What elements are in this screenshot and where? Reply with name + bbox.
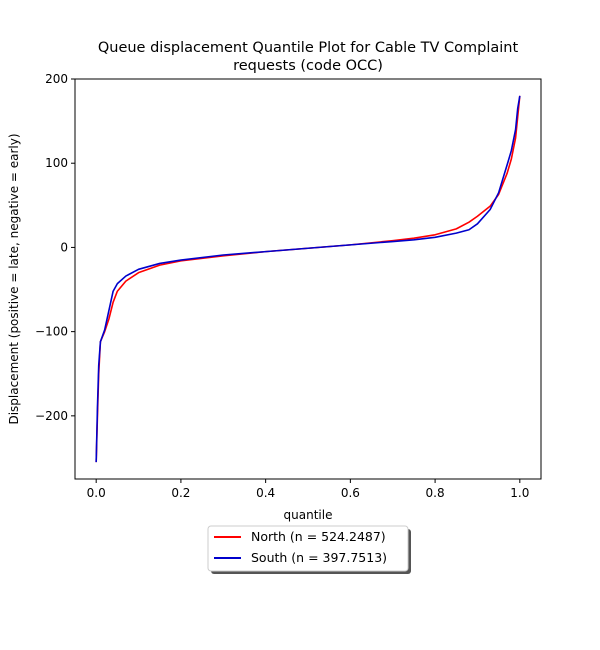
x-tick-label: 0.0	[87, 486, 106, 500]
x-tick-label: 1.0	[510, 486, 529, 500]
x-tick-label: 0.6	[341, 486, 360, 500]
y-tick-label: −200	[35, 409, 68, 423]
x-tick-label: 0.2	[171, 486, 190, 500]
legend-label-south: South (n = 397.7513)	[251, 550, 387, 565]
chart-title-line-2: requests (code OCC)	[233, 58, 383, 74]
series-line-south	[95, 95, 521, 463]
legend-label-north: North (n = 524.2487)	[251, 529, 386, 544]
series-lines	[95, 95, 521, 463]
chart-title-line-1: Queue displacement Quantile Plot for Cab…	[98, 40, 519, 56]
legend-box	[207, 525, 409, 572]
y-tick-label: −100	[35, 325, 68, 339]
x-tick-label: 0.8	[426, 486, 445, 500]
y-tick-label: 100	[45, 156, 68, 170]
y-tick-label: 0	[60, 240, 68, 254]
legend: North (n = 524.2487) South (n = 397.7513…	[207, 525, 411, 574]
x-tick-label: 0.4	[256, 486, 275, 500]
y-tick-label: 200	[45, 72, 68, 86]
x-axis-label: quantile	[284, 508, 333, 522]
x-axis: 0.0 0.2 0.4 0.6 0.8 1.0	[87, 479, 529, 500]
y-axis: −200 −100 0 100 200	[35, 72, 75, 423]
y-axis-label: Displacement (positive = late, negative …	[7, 133, 21, 424]
series-line-north	[95, 95, 521, 463]
plot-frame	[74, 78, 542, 480]
